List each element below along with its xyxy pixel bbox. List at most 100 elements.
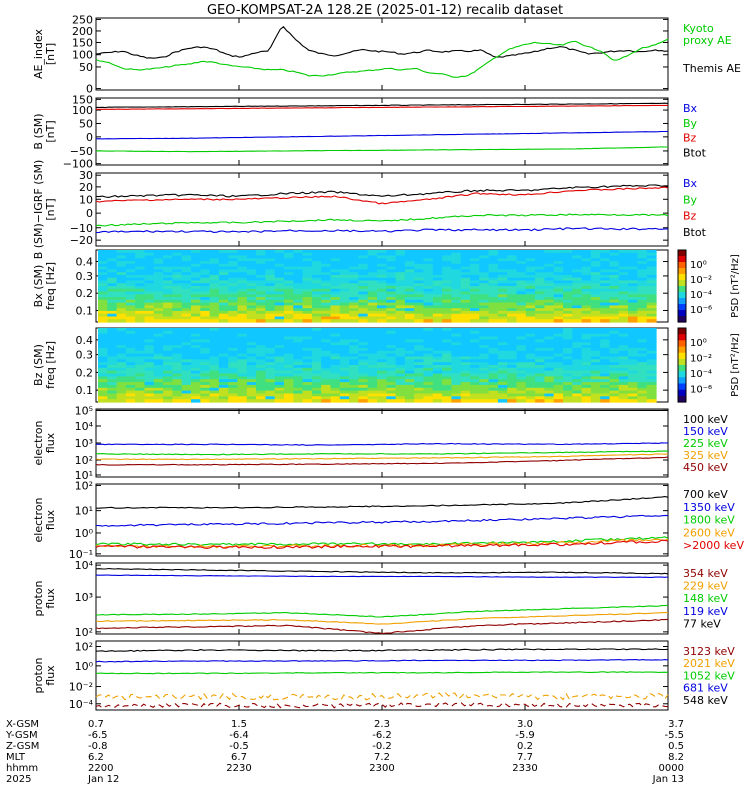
spectrogram-cell xyxy=(237,297,248,301)
spectrogram-cell xyxy=(414,339,425,343)
spectrogram-cell xyxy=(107,258,118,262)
spectrogram-cell xyxy=(618,274,629,279)
spectrogram-cell xyxy=(460,396,471,400)
spectrogram-cell xyxy=(507,345,518,349)
spectrogram-cell xyxy=(228,269,239,273)
spectrogram-cell xyxy=(125,263,136,268)
spectrogram-cell xyxy=(256,359,266,363)
spectrogram-cell xyxy=(218,384,229,389)
spectrogram-cell xyxy=(377,382,387,386)
spectrogram-cell xyxy=(414,399,425,403)
spectrogram-cell xyxy=(423,333,434,338)
spectrogram-cell xyxy=(544,269,555,273)
y-axis-label-line: [nT] xyxy=(44,120,57,142)
spectrogram-cell xyxy=(321,308,332,312)
spectrogram-cell xyxy=(404,308,415,312)
spectrogram-cell xyxy=(135,328,146,332)
spectrogram-cell xyxy=(497,373,508,377)
colorbar-step xyxy=(678,292,686,299)
spectrogram-cell xyxy=(395,286,406,290)
spectrogram-cell xyxy=(404,316,415,320)
spectrogram-cell xyxy=(265,390,276,394)
spectrogram-cell xyxy=(581,347,592,352)
flux-150kev-line xyxy=(95,442,669,446)
spectrogram-cell xyxy=(386,373,397,377)
spectrogram-cell xyxy=(107,274,118,279)
bx-line xyxy=(95,130,669,140)
spectrogram-cell xyxy=(125,277,136,282)
spectrogram-cell xyxy=(572,255,583,259)
spectrogram-cell xyxy=(470,263,480,268)
spectrogram-cell xyxy=(246,250,257,254)
spectrogram-cell xyxy=(414,252,425,257)
spectrogram-cell xyxy=(377,299,387,304)
spectrogram-cell xyxy=(470,299,480,304)
spectrogram-cell xyxy=(321,345,332,349)
y-tick-label: 10⁻² xyxy=(69,681,93,694)
spectrogram-cell xyxy=(600,367,611,372)
spectrogram-cell xyxy=(274,274,285,279)
spectrogram-cell xyxy=(414,365,425,369)
spectrogram-cell xyxy=(181,350,192,355)
spectrogram-cell xyxy=(600,308,611,312)
spectrogram-cell xyxy=(311,302,322,306)
spectrogram-cell xyxy=(163,272,173,276)
spectrogram-cell xyxy=(209,280,220,284)
spectrogram-cell xyxy=(386,294,397,298)
spectrogram-cell xyxy=(228,367,239,372)
flux-229kev-line xyxy=(95,612,668,625)
spectrogram-cell xyxy=(451,359,462,363)
spectrogram-cell xyxy=(525,294,536,298)
spectrogram-cell xyxy=(256,283,266,287)
spectrogram-cell xyxy=(404,319,415,323)
spectrogram-cell xyxy=(535,379,545,383)
spectrogram-cell xyxy=(563,250,573,254)
spectrogram-cell xyxy=(311,250,322,254)
spectrogram-cell xyxy=(246,345,257,349)
spectrogram-cell xyxy=(349,291,359,295)
spectrogram-cell xyxy=(349,308,359,312)
spectrogram-cell xyxy=(563,328,573,332)
spectrogram-cell xyxy=(600,339,611,343)
spectrogram-cell xyxy=(404,345,415,349)
spectrogram-cell xyxy=(479,330,490,335)
spectrogram-cell xyxy=(284,353,294,357)
spectrogram-cell xyxy=(107,297,118,301)
spectrogram-cell xyxy=(135,376,146,380)
spectrogram-cell xyxy=(321,258,332,262)
spectrogram-cell xyxy=(488,313,499,318)
spectrogram-cell xyxy=(497,269,508,273)
spectrogram-cell xyxy=(460,274,471,279)
spectrogram-cell xyxy=(479,382,490,386)
spectrogram-cell xyxy=(470,353,480,357)
spectrogram-cell xyxy=(153,313,164,318)
spectrogram-cell xyxy=(414,393,425,397)
spectrogram-cell xyxy=(479,336,490,340)
spectrogram-cell xyxy=(191,316,201,320)
spectrogram-cell xyxy=(497,367,508,372)
panel-frame xyxy=(95,562,669,635)
spectrogram-cell xyxy=(191,367,201,372)
spectrogram-cell xyxy=(237,330,248,335)
spectrogram-cell xyxy=(321,350,332,355)
spectrogram-cell xyxy=(386,263,397,268)
spectrogram-cell xyxy=(544,308,555,312)
y-tick-label: 0 xyxy=(86,207,93,220)
spectrogram-cell xyxy=(339,310,350,315)
spectrogram-cell xyxy=(377,350,387,355)
spectrogram-cell xyxy=(479,250,490,254)
spectrogram-cell xyxy=(321,396,332,400)
spectrogram-cell xyxy=(200,390,211,394)
spectrogram-cell xyxy=(516,387,527,392)
spectrogram-cell xyxy=(321,261,332,265)
spectrogram-cell xyxy=(479,376,490,380)
spectrogram-cell xyxy=(628,379,638,383)
spectrogram-cell xyxy=(349,382,359,386)
spectrogram-cell xyxy=(507,339,518,343)
spectrogram-cell xyxy=(246,373,257,377)
spectrogram-cell xyxy=(581,302,592,306)
spectrogram-cell xyxy=(516,399,527,403)
spectrogram-cell xyxy=(321,362,332,366)
spectrogram-cell xyxy=(395,396,406,400)
